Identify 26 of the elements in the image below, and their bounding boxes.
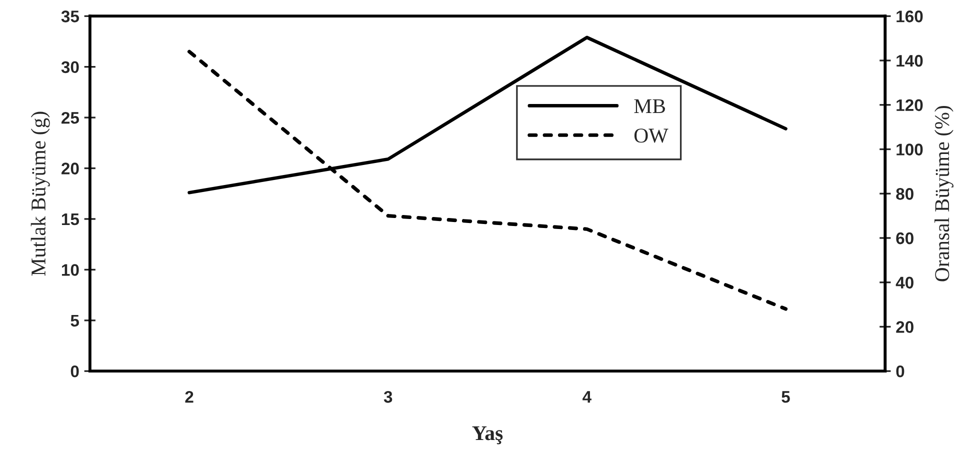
- y2-tick-label: 40: [896, 276, 914, 289]
- x-tick-label: 2: [185, 390, 194, 403]
- y2-axis-title: Oransal Büyüme (%): [934, 106, 954, 282]
- y2-tick-label: 80: [896, 188, 914, 200]
- y2-tick-label: 140: [896, 54, 923, 67]
- y-tick-label: 15: [62, 214, 80, 226]
- legend-label: MB: [634, 99, 665, 114]
- legend-label: OW: [634, 128, 668, 143]
- y2-tick-label: 0: [896, 366, 904, 378]
- x-axis-title: Yaş: [472, 426, 503, 444]
- y2-tick-label: 120: [896, 99, 923, 112]
- y-axis-title: Mutlak Büyüme (g): [30, 112, 50, 276]
- y-tick-label: 30: [61, 61, 79, 74]
- y2-tick-label: 160: [896, 10, 923, 22]
- y-tick-label: 10: [62, 264, 79, 276]
- y-tick-label: 35: [61, 10, 80, 22]
- x-tick-label: 5: [782, 391, 790, 403]
- y2-tick-label: 20: [896, 321, 914, 333]
- y-tick-label: 25: [62, 112, 80, 124]
- y-tick-label: 20: [62, 162, 79, 174]
- x-tick-label: 3: [384, 390, 392, 403]
- x-tick-label: 4: [582, 391, 592, 403]
- y2-tick-label: 100: [896, 144, 923, 156]
- y2-tick-label: 60: [896, 232, 914, 244]
- y-tick-label: 0: [70, 366, 79, 378]
- y-tick-label: 5: [70, 314, 80, 327]
